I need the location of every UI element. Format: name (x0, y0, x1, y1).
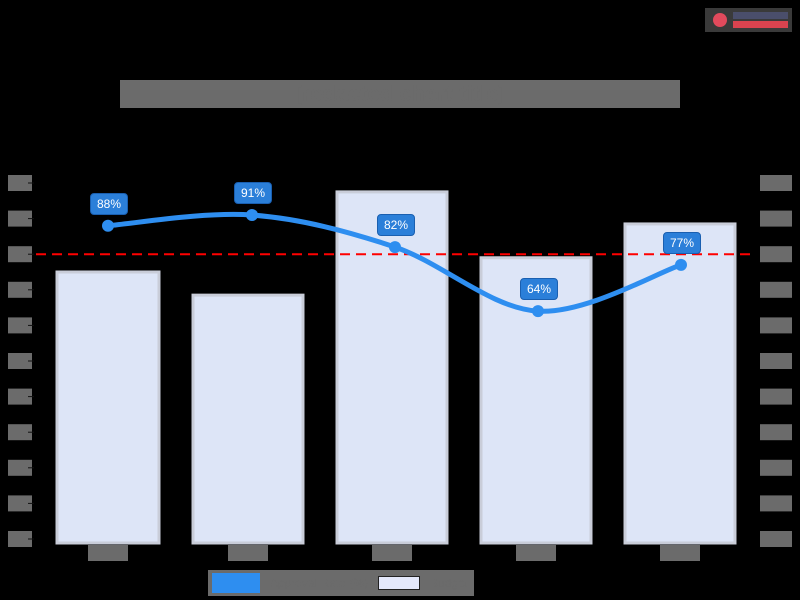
left-axis-tick-label (8, 210, 32, 227)
left-axis-tick-label (8, 317, 32, 334)
right-axis-tick-label (760, 175, 792, 191)
left-axis-tick-label (8, 246, 32, 263)
right-axis-tick-label (760, 210, 792, 227)
line-point (532, 305, 544, 318)
legend-label-bar: Budget (424, 574, 475, 592)
right-axis-tick-label (760, 531, 792, 547)
right-axis-tick-label (760, 353, 792, 369)
point-value-label: 91% (234, 182, 273, 205)
legend-swatch-bar (378, 576, 421, 590)
line-point (102, 219, 114, 232)
line-point (246, 209, 258, 222)
right-axis-tick-label (760, 459, 792, 476)
left-axis-tick-label (8, 531, 32, 547)
right-axis-tick-label (760, 388, 792, 405)
right-axis-tick-label (760, 281, 792, 298)
bar (55, 270, 161, 545)
point-value-label: 82% (377, 214, 416, 237)
logo-text-top (733, 12, 788, 19)
line-point (675, 258, 687, 271)
left-axis-tick-label (8, 424, 32, 441)
left-axis-tick-label (8, 281, 32, 298)
brand-logo (705, 8, 792, 32)
chart-title: [redacted chart title] (120, 80, 680, 108)
right-axis-tick-label (760, 495, 792, 512)
x-axis-tick-label (88, 545, 128, 561)
point-value-label: 64% (520, 278, 559, 301)
legend-swatch-line (212, 573, 260, 593)
logo-icon (713, 13, 727, 27)
legend-label-line: Approval Rate (%) (264, 574, 375, 592)
bar (623, 222, 737, 545)
line-point (389, 241, 401, 254)
x-axis-tick-label (372, 545, 412, 561)
left-axis-tick-label (8, 459, 32, 476)
x-axis-tick-label (660, 545, 700, 561)
left-axis-tick-label (8, 353, 32, 369)
left-axis-tick-label (8, 388, 32, 405)
left-axis-tick-label (8, 495, 32, 512)
x-axis-tick-label (228, 545, 268, 561)
legend: Approval Rate (%) Budget (208, 570, 475, 596)
point-value-label: 88% (90, 192, 129, 215)
bar (191, 293, 305, 545)
left-axis-tick-label (8, 175, 32, 191)
right-axis-tick-label (760, 317, 792, 334)
right-axis-tick-label (760, 424, 792, 441)
x-axis-tick-label (516, 545, 556, 561)
right-axis-tick-label (760, 246, 792, 263)
logo-text-bottom (733, 21, 788, 28)
point-value-label: 77% (663, 231, 702, 254)
